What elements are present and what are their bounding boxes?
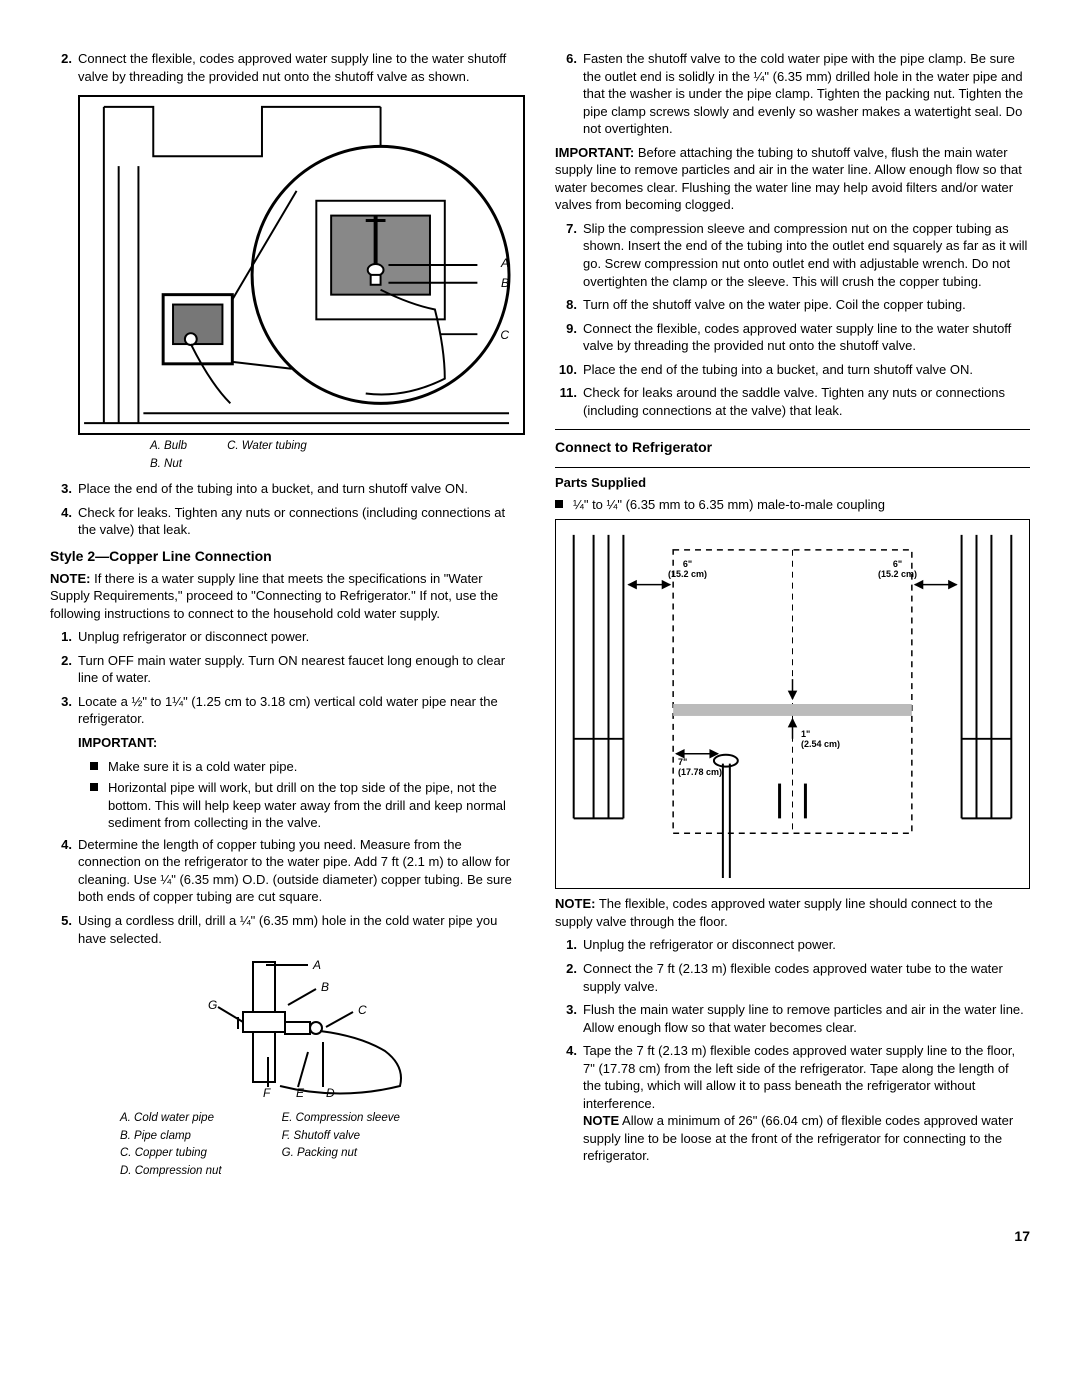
right-steps-7-11: 7.Slip the compression sleeve and compre…: [555, 220, 1030, 419]
connect-step-2: 2.Connect the 7 ft (2.13 m) flexible cod…: [555, 960, 1030, 995]
left-steps-cont: 3.Place the end of the tubing into a buc…: [50, 480, 525, 539]
clearance-svg: [556, 520, 1029, 888]
separator-1: [555, 429, 1030, 430]
fig1-caption: A. Bulb B. Nut C. Water tubing: [50, 439, 525, 472]
figure-shutoff-valve: A B C: [78, 95, 525, 435]
f2-A: A: [313, 957, 321, 973]
dim-1-cm: (2.54 cm): [801, 739, 840, 749]
fig1-cap-a: A. Bulb: [150, 439, 187, 455]
style2-heading: Style 2—Copper Line Connection: [50, 547, 525, 566]
f2c-c: C. Copper tubing: [120, 1146, 222, 1162]
fig1-cap-b: B. Nut: [150, 457, 187, 473]
step-text: Connect the flexible, codes approved wat…: [78, 50, 525, 85]
dim-6b-cm: (15.2 cm): [878, 569, 917, 579]
step-number: 2.: [50, 50, 78, 68]
dim-6a-cm: (15.2 cm): [668, 569, 707, 579]
left-step-4: 4.Check for leaks. Tighten any nuts or c…: [50, 504, 525, 539]
right-step-9: 9.Connect the flexible, codes approved w…: [555, 320, 1030, 355]
connect-step-4: 4. Tape the 7 ft (2.13 m) flexible codes…: [555, 1042, 1030, 1165]
r4-text: Tape the 7 ft (2.13 m) flexible codes ap…: [583, 1043, 1015, 1111]
right-column: 6.Fasten the shutoff valve to the cold w…: [555, 50, 1030, 1187]
fig1-label-b: B: [501, 275, 509, 291]
fig1-label-a: A: [501, 255, 509, 271]
style2-note: NOTE: NOTE: If there is a water supply l…: [50, 570, 525, 623]
f2c-a: A. Cold water pipe: [120, 1111, 222, 1127]
left-step-2: 2. Connect the flexible, codes approved …: [50, 50, 525, 85]
fig1-cap-c: C. Water tubing: [227, 439, 307, 455]
right-step-6: 6.Fasten the shutoff valve to the cold w…: [555, 50, 1030, 138]
f2c-b: B. Pipe clamp: [120, 1129, 222, 1145]
f2c-e: E. Compression sleeve: [282, 1111, 400, 1127]
f2-D: D: [326, 1085, 335, 1101]
bullet-icon: [90, 762, 98, 770]
f2-B: B: [321, 979, 329, 995]
figure-clearance: 6" (15.2 cm) 6" (15.2 cm) 1" (2.54 cm) 7…: [555, 519, 1030, 889]
page-number: 17: [50, 1227, 1030, 1246]
f2-C: C: [358, 1002, 367, 1018]
left-steps-2-4: 2. Connect the flexible, codes approved …: [50, 50, 525, 85]
shutoff-valve-svg: [80, 97, 523, 433]
copper-step-5: 5.Using a cordless drill, drill a ¼" (6.…: [50, 912, 525, 947]
connect-refrig-head: Connect to Refrigerator: [555, 438, 1030, 457]
copper-steps: 1.Unplug refrigerator or disconnect powe…: [50, 628, 525, 728]
figure-pipe-clamp: A B C D E F G: [78, 957, 525, 1107]
imp-bul-1: Make sure it is a cold water pipe.: [108, 758, 297, 776]
copper-steps-cont: 4.Determine the length of copper tubing …: [50, 836, 525, 947]
right-step-11: 11.Check for leaks around the saddle val…: [555, 384, 1030, 419]
right-step-7: 7.Slip the compression sleeve and compre…: [555, 220, 1030, 290]
two-column-layout: 2. Connect the flexible, codes approved …: [50, 50, 1030, 1187]
parts-supplied-head: Parts Supplied: [555, 474, 1030, 492]
bullet-icon: [555, 500, 563, 508]
dim-7: 7": [678, 757, 687, 767]
connect-step-3: 3.Flush the main water supply line to re…: [555, 1001, 1030, 1036]
f2-G: G: [208, 997, 217, 1013]
f2c-f: F. Shutoff valve: [282, 1129, 400, 1145]
connect-step-1: 1.Unplug the refrigerator or disconnect …: [555, 936, 1030, 954]
right-step-10: 10.Place the end of the tubing into a bu…: [555, 361, 1030, 379]
copper-step-2: 2.Turn OFF main water supply. Turn ON ne…: [50, 652, 525, 687]
copper-step-4: 4.Determine the length of copper tubing …: [50, 836, 525, 906]
imp-bul-2: Horizontal pipe will work, but drill on …: [108, 779, 525, 832]
right-steps-6: 6.Fasten the shutoff valve to the cold w…: [555, 50, 1030, 138]
copper-step-1: 1.Unplug refrigerator or disconnect powe…: [50, 628, 525, 646]
right-step-8: 8.Turn off the shutoff valve on the wate…: [555, 296, 1030, 314]
f2-F: F: [263, 1085, 270, 1101]
dim-7-cm: (17.78 cm): [678, 767, 722, 777]
fig1-label-c: C: [500, 327, 509, 343]
left-step-3: 3.Place the end of the tubing into a buc…: [50, 480, 525, 498]
right-important-para: IMPORTANT: Before attaching the tubing t…: [555, 144, 1030, 214]
bullet-icon: [90, 783, 98, 791]
fig2-caption: A. Cold water pipe B. Pipe clamp C. Copp…: [50, 1111, 525, 1179]
important-label: IMPORTANT:: [78, 735, 157, 750]
f2c-d: D. Compression nut: [120, 1164, 222, 1180]
left-column: 2. Connect the flexible, codes approved …: [50, 50, 525, 1187]
connect-steps: 1.Unplug the refrigerator or disconnect …: [555, 936, 1030, 1165]
dim-6a: 6": [683, 559, 692, 569]
dim-1: 1": [801, 729, 810, 739]
copper-step-3: 3.Locate a ½" to 1¼" (1.25 cm to 3.18 cm…: [50, 693, 525, 728]
parts-bul: ¼" to ¼" (6.35 mm to 6.35 mm) male-to-ma…: [573, 496, 885, 514]
post-fig-note: NOTE: The flexible, codes approved water…: [555, 895, 1030, 930]
parts-bullets: ¼" to ¼" (6.35 mm to 6.35 mm) male-to-ma…: [555, 496, 1030, 514]
f2-E: E: [296, 1085, 304, 1101]
important-bullets: Make sure it is a cold water pipe. Horiz…: [50, 758, 525, 832]
dim-6b: 6": [893, 559, 902, 569]
f2c-g: G. Packing nut: [282, 1146, 400, 1162]
separator-2: [555, 467, 1030, 468]
